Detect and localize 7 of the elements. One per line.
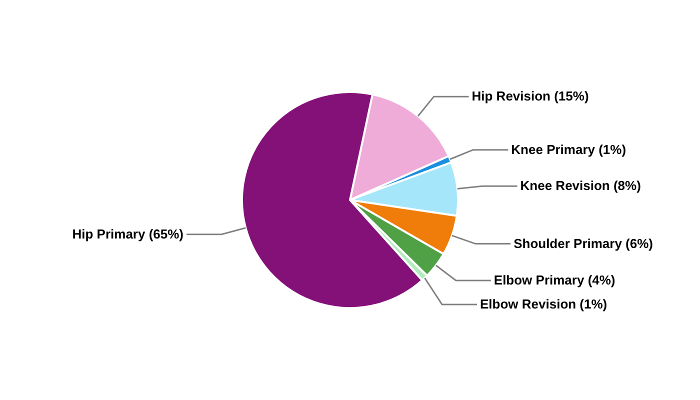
slice-label: Elbow Revision (1%) (480, 296, 608, 312)
slice-label: Hip Revision (15%) (472, 88, 589, 104)
slice-label: Hip Primary (65%) (72, 226, 184, 242)
slice-label: Elbow Primary (4%) (494, 272, 616, 288)
slice-label: Knee Revision (8%) (520, 178, 641, 194)
slice-label: Knee Primary (1%) (511, 142, 626, 157)
slice-label: Shoulder Primary (6%) (514, 236, 654, 251)
